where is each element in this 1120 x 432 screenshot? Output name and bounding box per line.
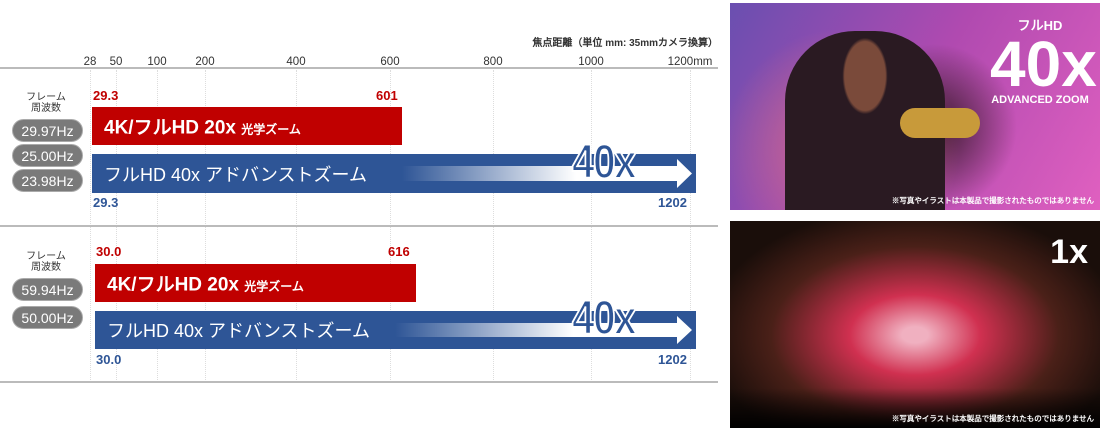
photo-disclaimer: ※写真やイラストは本製品で撮影されたものではありません	[891, 414, 1094, 423]
optical-zoom-label: 4K/フルHD 20x 光学ズーム	[107, 274, 304, 296]
rate-pill: 25.00Hz	[12, 144, 83, 167]
advanced-zoom-bar: フルHD 40x アドバンストズーム	[95, 311, 696, 349]
advanced-min: 29.3	[93, 195, 119, 210]
optical-min: 29.3	[93, 88, 119, 103]
zoom-badge: 40x	[571, 135, 637, 190]
photo-top-label: フルHD	[1017, 18, 1063, 33]
axis-tick-label: 28	[83, 56, 97, 68]
axis-tick-label: 1000	[578, 56, 604, 68]
divider	[0, 381, 718, 383]
advanced-max: 1202	[658, 352, 687, 367]
axis-tick-label: 400	[286, 56, 306, 68]
rate-pill: 50.00Hz	[12, 306, 83, 329]
optical-max: 616	[388, 244, 410, 259]
axis-tick-label: 1200mm	[667, 56, 713, 68]
arrow-icon	[402, 159, 692, 188]
divider	[0, 225, 718, 227]
axis-tick-label: 800	[483, 56, 503, 68]
trumpet-shape	[900, 108, 980, 138]
audience-silhouette	[730, 388, 1100, 428]
axis-tick-label: 50	[109, 56, 123, 68]
optical-zoom-bar: 4K/フルHD 20x 光学ズーム	[92, 107, 402, 145]
arrow-icon	[395, 316, 692, 344]
photo-concert-stage: 1x ※写真やイラストは本製品で撮影されたものではありません	[730, 221, 1100, 428]
rate-pill: 23.98Hz	[12, 169, 83, 192]
optical-min: 30.0	[96, 244, 122, 259]
optical-max: 601	[376, 88, 398, 103]
optical-zoom-label: 4K/フルHD 20x 光学ズーム	[104, 117, 301, 139]
axis-tick-label: 200	[195, 56, 215, 68]
advanced-zoom-label: フルHD 40x アドバンストズーム	[104, 164, 368, 185]
divider	[0, 67, 718, 69]
axis-tick-label: 100	[147, 56, 167, 68]
advanced-min: 30.0	[96, 352, 122, 367]
frame-rate-label: フレーム 周波数	[26, 251, 66, 273]
zoom-badge: 40x	[571, 291, 637, 346]
advanced-zoom-bar: フルHD 40x アドバンストズーム	[92, 154, 696, 193]
frame-rate-label: フレーム 周波数	[26, 92, 66, 114]
rate-pill: 29.97Hz	[12, 119, 83, 142]
photo-caption: ADVANCED ZOOM	[991, 94, 1089, 106]
advanced-zoom-label: フルHD 40x アドバンストズーム	[107, 321, 371, 341]
optical-zoom-bar: 4K/フルHD 20x 光学ズーム	[95, 264, 416, 302]
axis-unit-label: 焦点距離（単位 mm: 35mmカメラ換算）	[532, 38, 718, 49]
axis-tick-label: 600	[380, 56, 400, 68]
photo-zoom-text: 1x	[1050, 233, 1088, 271]
rate-pill: 59.94Hz	[12, 278, 83, 301]
photo-trumpet-player: フルHD 40x ADVANCED ZOOM ※写真やイラストは本製品で撮影され…	[730, 3, 1100, 210]
photo-disclaimer: ※写真やイラストは本製品で撮影されたものではありません	[891, 196, 1094, 205]
advanced-max: 1202	[658, 195, 687, 210]
photo-zoom-text: 40x	[990, 28, 1097, 100]
